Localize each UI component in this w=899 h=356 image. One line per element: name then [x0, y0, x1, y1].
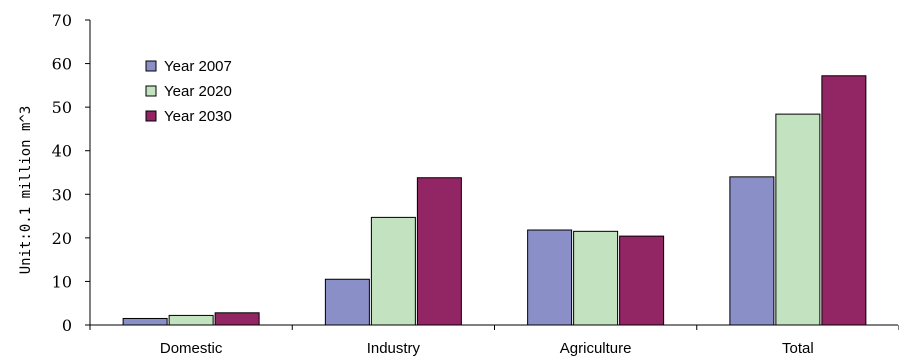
y-tick-label: 50 — [52, 98, 72, 117]
legend-label: Year 2020 — [164, 83, 232, 100]
bar-agriculture-3 — [619, 235, 665, 326]
bar-industry-1 — [324, 278, 370, 326]
bars-layer — [122, 75, 867, 326]
y-tick-label: 70 — [52, 11, 72, 30]
y-tick-label: 60 — [52, 55, 72, 74]
y-tick-label: 20 — [52, 229, 72, 248]
bar-domestic-2 — [168, 314, 214, 326]
bar-industry-3 — [416, 177, 462, 326]
y-tick-label: 30 — [52, 185, 72, 204]
bar-domestic-1 — [122, 317, 168, 326]
bar-agriculture-1 — [527, 229, 573, 326]
legend-swatch — [145, 85, 157, 97]
bar-total-3 — [821, 75, 867, 326]
y-tick-label: 10 — [52, 272, 72, 291]
y-tick-label: 0 — [62, 316, 72, 335]
x-category-label: Industry — [367, 340, 421, 356]
bar-industry-2 — [370, 216, 416, 326]
x-category-label: Domestic — [160, 340, 223, 356]
bar-total-1 — [729, 176, 775, 326]
axes-layer: 0 10 20 30 40 50 60 70 Domestic Industry Agricultu… — [52, 11, 899, 356]
legend-swatch — [145, 60, 157, 72]
legend-label: Year 2007 — [164, 58, 232, 75]
legend-swatch — [145, 110, 157, 122]
legend: Year 2007 Year 2020 Year 2030 — [145, 58, 232, 125]
y-tick-label: 40 — [52, 142, 72, 161]
x-category-label: Agriculture — [560, 340, 632, 356]
y-axis-label: Unit:0.1 million m^3 — [18, 106, 34, 275]
bar-total-2 — [775, 113, 821, 326]
legend-label: Year 2030 — [164, 108, 232, 125]
x-category-label: Total — [782, 340, 814, 356]
bar-agriculture-2 — [573, 230, 619, 326]
bar-domestic-3 — [214, 312, 260, 326]
